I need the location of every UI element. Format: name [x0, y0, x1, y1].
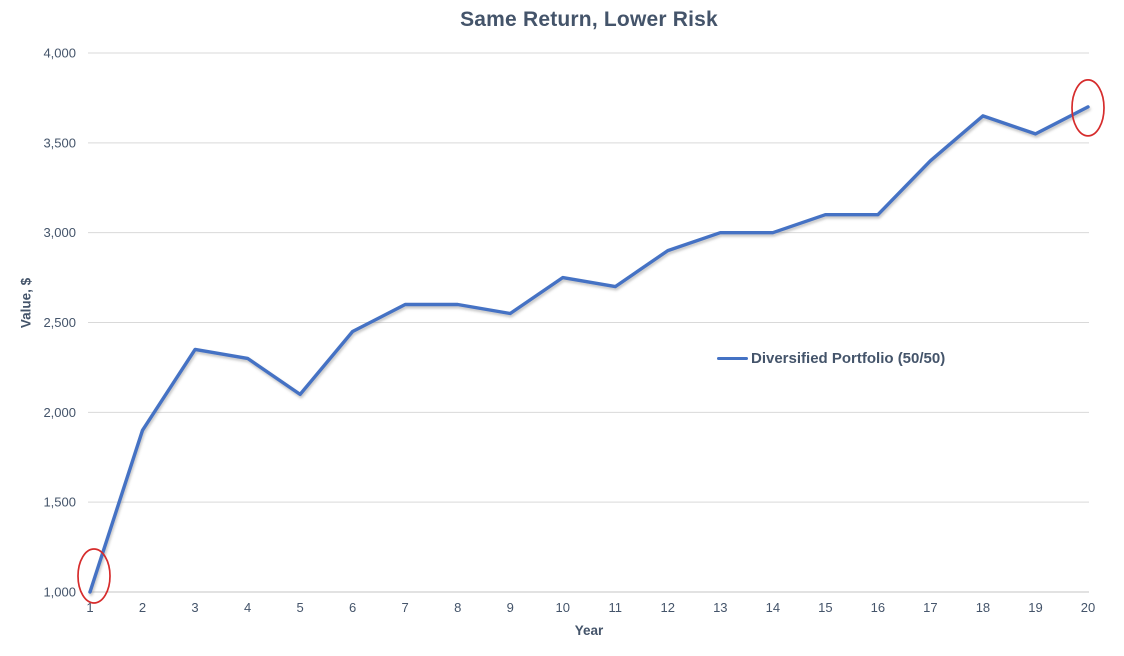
- x-tick-label-14: 14: [766, 600, 780, 615]
- y-tick-label-1500: 1,500: [43, 495, 76, 510]
- x-tick-label-5: 5: [296, 600, 303, 615]
- x-tick-label-6: 6: [349, 600, 356, 615]
- x-tick-label-15: 15: [818, 600, 832, 615]
- x-tick-label-16: 16: [871, 600, 885, 615]
- x-tick-label-4: 4: [244, 600, 251, 615]
- annotation-ellipse-end-point-circled: [1071, 79, 1105, 137]
- x-tick-label-8: 8: [454, 600, 461, 615]
- x-tick-label-2: 2: [139, 600, 146, 615]
- x-tick-label-19: 19: [1028, 600, 1042, 615]
- y-tick-label-2500: 2,500: [43, 315, 76, 330]
- y-tick-label-3500: 3,500: [43, 135, 76, 150]
- x-tick-label-12: 12: [661, 600, 675, 615]
- y-tick-label-4000: 4,000: [43, 46, 76, 61]
- y-axis-title: Value, $: [18, 277, 34, 329]
- x-tick-label-3: 3: [191, 600, 198, 615]
- x-tick-label-17: 17: [923, 600, 937, 615]
- legend-series-label: Diversified Portfolio (50/50): [751, 349, 946, 367]
- x-tick-label-20: 20: [1081, 600, 1095, 615]
- x-tick-label-7: 7: [402, 600, 409, 615]
- legend-line-marker: [717, 356, 748, 360]
- chart-title: Same Return, Lower Risk: [460, 8, 718, 31]
- series-line: [88, 105, 1090, 594]
- x-tick-label-1: 1: [86, 600, 93, 615]
- y-tick-label-2000: 2,000: [43, 405, 76, 420]
- annotation-ellipse-start-point-circled: [77, 548, 111, 604]
- x-axis-title: Year: [574, 623, 604, 638]
- x-tick-label-11: 11: [609, 600, 623, 615]
- x-tick-label-18: 18: [976, 600, 990, 615]
- x-tick-label-13: 13: [713, 600, 727, 615]
- y-tick-label-3000: 3,000: [43, 225, 76, 240]
- legend: Diversified Portfolio (50/50): [717, 349, 945, 367]
- x-tick-label-9: 9: [507, 600, 514, 615]
- y-tick-label-1000: 1,000: [43, 585, 76, 600]
- x-tick-label-10: 10: [556, 600, 570, 615]
